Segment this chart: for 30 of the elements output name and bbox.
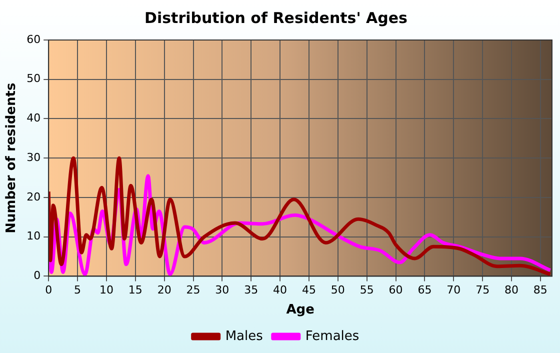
x-tick-label: 50 [330, 284, 345, 297]
x-tick-label: 20 [157, 284, 172, 297]
x-tick-label: 55 [360, 284, 374, 297]
y-axis-title: Number of residents [4, 82, 20, 234]
y-tick-label: 60 [26, 32, 41, 46]
legend-label: Males [225, 328, 264, 344]
x-tick-label: 70 [446, 284, 461, 297]
x-tick-label: 80 [504, 284, 518, 297]
x-tick-label: 15 [128, 284, 142, 297]
chart-title: Distribution of Residents' Ages [144, 8, 408, 27]
x-tick-label: 40 [273, 284, 288, 297]
x-axis-title: Age [286, 302, 315, 318]
legend-label: Females [305, 328, 360, 344]
x-tick-label: 10 [99, 284, 114, 297]
x-tick-label: 5 [74, 284, 82, 297]
x-tick-label: 30 [215, 284, 230, 297]
x-tick-label: 60 [388, 284, 403, 297]
y-tick-label: 20 [26, 190, 41, 204]
x-tick-label: 65 [418, 284, 432, 297]
y-tick-label: 10 [26, 230, 41, 243]
y-tick-label: 40 [26, 112, 41, 125]
x-tick-label: 75 [476, 284, 490, 297]
x-tick-label: 45 [302, 284, 316, 297]
x-tick-label: 0 [45, 284, 52, 297]
y-tick-label: 30 [26, 150, 41, 164]
y-tick-label: 50 [26, 72, 41, 86]
x-tick-label: 35 [244, 284, 258, 297]
y-tick-label: 0 [34, 269, 41, 282]
x-tick-label: 25 [186, 284, 200, 297]
x-tick-label: 85 [533, 284, 548, 297]
